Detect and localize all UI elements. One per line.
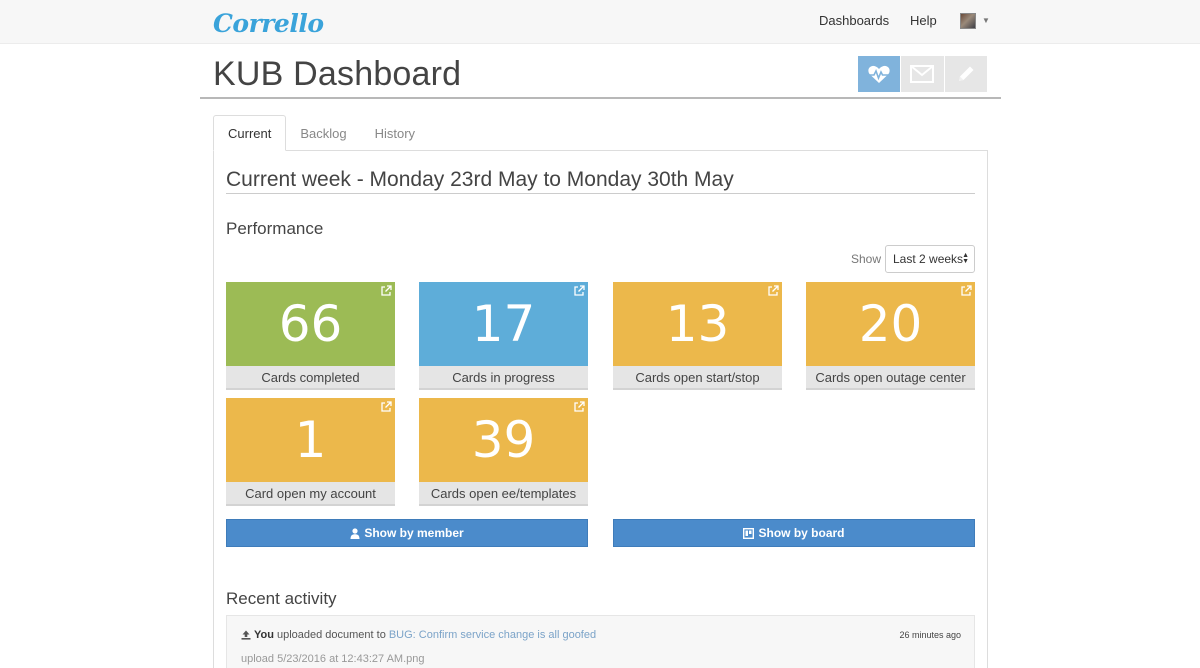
tile-cards-open-start-stop[interactable]: 13 Cards open start/stop xyxy=(613,282,782,390)
envelope-icon xyxy=(910,65,935,83)
heartbeat-icon xyxy=(868,65,891,83)
chevron-down-icon[interactable]: ▼ xyxy=(982,16,990,25)
tile-cards-open-outage-center[interactable]: 20 Cards open outage center xyxy=(806,282,975,390)
activity-item: You uploaded document to BUG: Confirm se… xyxy=(226,615,975,668)
external-link-icon[interactable] xyxy=(960,285,972,297)
tile-value: 17 xyxy=(471,295,536,353)
tile-value-area: 13 xyxy=(613,282,782,366)
tile-value: 20 xyxy=(858,295,923,353)
nav-dashboards-link[interactable]: Dashboards xyxy=(819,13,890,28)
show-label: Show xyxy=(851,252,882,266)
external-link-icon[interactable] xyxy=(573,285,585,297)
email-view-button[interactable] xyxy=(901,56,944,92)
tile-value-area: 20 xyxy=(806,282,975,366)
activity-actor[interactable]: You xyxy=(254,629,274,641)
show-by-board-label: Show by board xyxy=(758,526,845,540)
board-icon xyxy=(743,527,755,539)
period-select-value: Last 2 weeks xyxy=(893,252,964,266)
activity-line: You uploaded document to BUG: Confirm se… xyxy=(241,629,596,641)
select-arrows-icon: ▲ ▼ xyxy=(962,252,969,265)
tile-cards-completed[interactable]: 66 Cards completed xyxy=(226,282,395,390)
page-title: KUB Dashboard xyxy=(213,55,462,93)
tile-value: 39 xyxy=(471,411,536,469)
tab-bar: Current Backlog History xyxy=(213,115,429,151)
upload-icon xyxy=(241,630,251,640)
performance-title: Performance xyxy=(226,219,324,238)
tab-history[interactable]: History xyxy=(374,125,416,141)
app-logo[interactable]: Corrello xyxy=(213,9,324,38)
tile-label: Cards in progress xyxy=(419,366,588,390)
tile-value: 1 xyxy=(294,411,327,469)
tile-value: 13 xyxy=(665,295,730,353)
view-switcher xyxy=(858,56,988,92)
activity-timestamp: 26 minutes ago xyxy=(899,630,961,640)
tile-value-area: 66 xyxy=(226,282,395,366)
external-link-icon[interactable] xyxy=(767,285,779,297)
external-link-icon[interactable] xyxy=(380,401,392,413)
tile-label: Cards completed xyxy=(226,366,395,390)
week-title: Current week - Monday 23rd May to Monday… xyxy=(226,168,734,191)
external-link-icon[interactable] xyxy=(573,401,585,413)
show-by-member-button[interactable]: Show by member xyxy=(226,519,588,547)
show-by-member-label: Show by member xyxy=(364,526,464,540)
pencil-icon xyxy=(958,66,974,81)
tile-value-area: 17 xyxy=(419,282,588,366)
activity-action: uploaded document to xyxy=(276,629,386,641)
user-icon xyxy=(350,527,360,539)
week-divider xyxy=(226,193,975,194)
tile-label: Cards open outage center xyxy=(806,366,975,390)
tab-current[interactable]: Current xyxy=(213,115,287,151)
tile-value: 66 xyxy=(278,295,343,353)
dashboard-view-button[interactable] xyxy=(858,56,901,92)
tile-label: Cards open start/stop xyxy=(613,366,782,390)
tab-backlog[interactable]: Backlog xyxy=(300,125,347,141)
tile-label: Cards open ee/templates xyxy=(419,482,588,506)
tile-value-area: 1 xyxy=(226,398,395,482)
top-navbar: Corrello Dashboards Help ▼ xyxy=(0,0,1200,44)
user-avatar[interactable] xyxy=(960,13,976,29)
tile-card-open-my-account[interactable]: 1 Card open my account xyxy=(226,398,395,506)
tile-cards-open-ee-templates[interactable]: 39 Cards open ee/templates xyxy=(419,398,588,506)
external-link-icon[interactable] xyxy=(380,285,392,297)
activity-card-link[interactable]: BUG: Confirm service change is all goofe… xyxy=(388,629,597,641)
tile-cards-in-progress[interactable]: 17 Cards in progress xyxy=(419,282,588,390)
edit-view-button[interactable] xyxy=(944,56,987,92)
recent-activity-title: Recent activity xyxy=(226,589,337,608)
activity-detail: upload 5/23/2016 at 12:43:27 AM.png xyxy=(241,653,425,665)
title-divider xyxy=(200,97,1001,99)
tile-label: Card open my account xyxy=(226,482,395,506)
period-select[interactable]: Last 2 weeks ▲ ▼ xyxy=(885,245,975,273)
tile-value-area: 39 xyxy=(419,398,588,482)
show-by-board-button[interactable]: Show by board xyxy=(613,519,975,547)
nav-help-link[interactable]: Help xyxy=(910,13,937,28)
